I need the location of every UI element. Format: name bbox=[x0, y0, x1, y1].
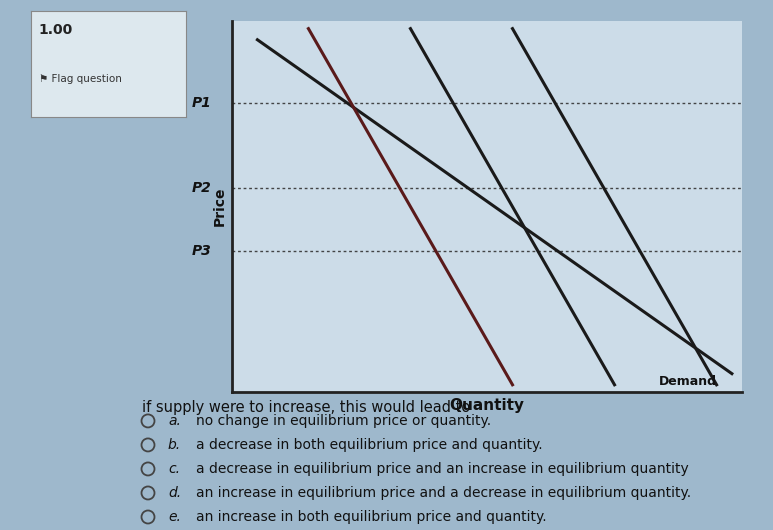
Text: 1.00: 1.00 bbox=[39, 23, 73, 37]
Text: e.: e. bbox=[168, 510, 181, 524]
Text: a decrease in equilibrium price and an increase in equilibrium quantity: a decrease in equilibrium price and an i… bbox=[196, 462, 689, 476]
Text: an increase in equilibrium price and a decrease in equilibrium quantity.: an increase in equilibrium price and a d… bbox=[196, 486, 691, 500]
Text: P3: P3 bbox=[192, 244, 212, 258]
Text: an increase in both equilibrium price and quantity.: an increase in both equilibrium price an… bbox=[196, 510, 547, 524]
Text: b.: b. bbox=[168, 438, 181, 452]
Text: no change in equilibrium price or quantity.: no change in equilibrium price or quanti… bbox=[196, 414, 491, 428]
Y-axis label: Price: Price bbox=[213, 187, 226, 226]
Text: P1: P1 bbox=[192, 96, 212, 110]
Text: if supply were to increase, this would lead to: if supply were to increase, this would l… bbox=[142, 400, 470, 415]
Text: Demand: Demand bbox=[659, 375, 717, 388]
Text: a.: a. bbox=[168, 414, 181, 428]
Text: d.: d. bbox=[168, 486, 181, 500]
Text: c.: c. bbox=[168, 462, 180, 476]
X-axis label: Quantity: Quantity bbox=[449, 398, 525, 413]
Text: a decrease in both equilibrium price and quantity.: a decrease in both equilibrium price and… bbox=[196, 438, 543, 452]
Text: ⚑ Flag question: ⚑ Flag question bbox=[39, 75, 121, 84]
Text: P2: P2 bbox=[192, 181, 212, 195]
